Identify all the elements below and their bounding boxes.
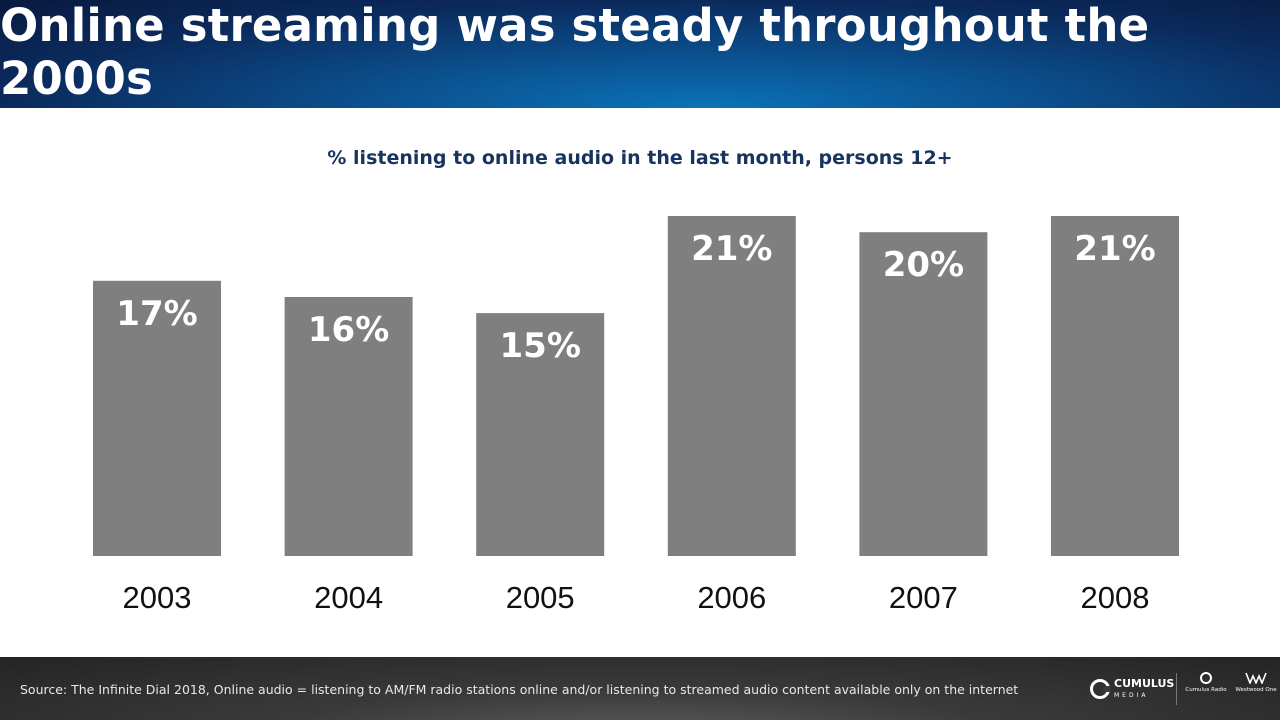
data-label-2004: 16%: [308, 310, 389, 350]
bar-2008: [1051, 216, 1179, 556]
bar-2007: [859, 232, 988, 556]
source-note: Source: The Infinite Dial 2018, Online a…: [20, 682, 1019, 697]
slide-title: Online streaming was steady throughout t…: [0, 0, 1150, 105]
data-label-2003: 17%: [116, 294, 197, 334]
cumulus-c-icon: [1090, 679, 1111, 699]
bar-2004: [284, 297, 413, 556]
x-tick-label-2004: 2004: [314, 580, 383, 615]
cumulus-logo-text: CUMULUS: [1114, 676, 1175, 690]
x-tick-label-2003: 2003: [123, 580, 192, 615]
cumulus-radio-text: Cumulus Radio: [1185, 687, 1227, 693]
x-tick-label-2006: 2006: [697, 580, 766, 615]
footer-bar: [0, 657, 1280, 720]
cumulus-radio-logo: Cumulus Radio: [1185, 672, 1227, 706]
cumulus-media-logo: CUMULUS MEDIA: [1090, 672, 1174, 706]
westwood-one-text: Westwood One: [1235, 687, 1277, 693]
bar-2006: [667, 216, 796, 556]
logo-divider: [1176, 673, 1177, 705]
westwood-w-icon: [1245, 672, 1267, 684]
cumulus-radio-icon: [1200, 672, 1212, 684]
x-tick-label-2008: 2008: [1081, 580, 1150, 615]
data-label-2006: 21%: [691, 229, 772, 269]
cumulus-logo-subtext: MEDIA: [1114, 691, 1149, 699]
data-label-2005: 15%: [500, 326, 581, 366]
data-label-2007: 20%: [883, 245, 964, 285]
x-tick-label-2007: 2007: [889, 580, 958, 615]
chart-title: % listening to online audio in the last …: [327, 147, 953, 169]
bar-2003: [93, 280, 221, 556]
data-label-2008: 21%: [1074, 229, 1155, 269]
title-banner: Online streaming was steady throughout t…: [0, 0, 1280, 108]
bar-chart: 17% 2003 16% 2004 15% 2005 21% 2006 20% 2007 21% 20…: [93, 216, 1179, 615]
x-tick-label-2005: 2005: [506, 580, 575, 615]
westwood-one-logo: Westwood One: [1235, 672, 1277, 706]
bar-2005: [476, 313, 605, 556]
